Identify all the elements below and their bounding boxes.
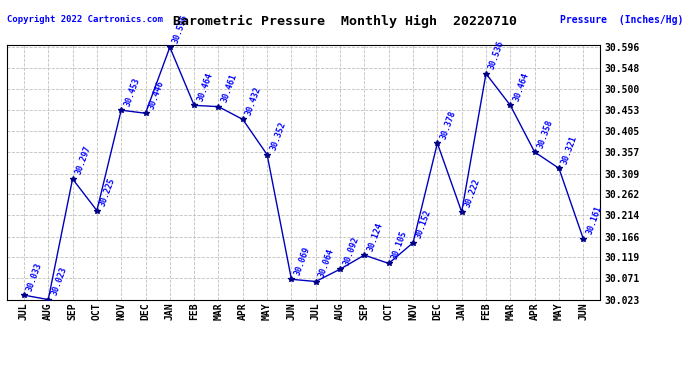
- Text: Pressure  (Inches/Hg): Pressure (Inches/Hg): [560, 15, 683, 25]
- Text: 30.069: 30.069: [293, 245, 312, 276]
- Text: 30.453: 30.453: [123, 76, 141, 107]
- Text: 30.033: 30.033: [26, 261, 44, 292]
- Text: 30.536: 30.536: [487, 40, 506, 71]
- Text: 30.446: 30.446: [147, 79, 166, 111]
- Text: 30.161: 30.161: [584, 205, 603, 236]
- Text: 30.358: 30.358: [536, 118, 555, 149]
- Text: 30.596: 30.596: [171, 13, 190, 44]
- Text: 30.461: 30.461: [220, 73, 239, 104]
- Text: Copyright 2022 Cartronics.com: Copyright 2022 Cartronics.com: [7, 15, 163, 24]
- Text: 30.378: 30.378: [439, 109, 457, 140]
- Text: 30.222: 30.222: [463, 178, 482, 209]
- Text: 30.297: 30.297: [74, 145, 92, 176]
- Text: 30.124: 30.124: [366, 221, 384, 252]
- Text: 30.064: 30.064: [317, 248, 336, 279]
- Text: 30.464: 30.464: [195, 71, 215, 102]
- Text: 30.352: 30.352: [268, 121, 287, 152]
- Text: 30.092: 30.092: [342, 235, 360, 266]
- Text: 30.432: 30.432: [244, 86, 263, 117]
- Text: 30.321: 30.321: [560, 134, 579, 165]
- Text: 30.105: 30.105: [390, 230, 409, 261]
- Text: 30.225: 30.225: [98, 177, 117, 208]
- Text: 30.152: 30.152: [415, 209, 433, 240]
- Text: Barometric Pressure  Monthly High  20220710: Barometric Pressure Monthly High 2022071…: [173, 15, 517, 28]
- Text: 30.023: 30.023: [50, 266, 68, 297]
- Text: 30.464: 30.464: [512, 71, 531, 102]
